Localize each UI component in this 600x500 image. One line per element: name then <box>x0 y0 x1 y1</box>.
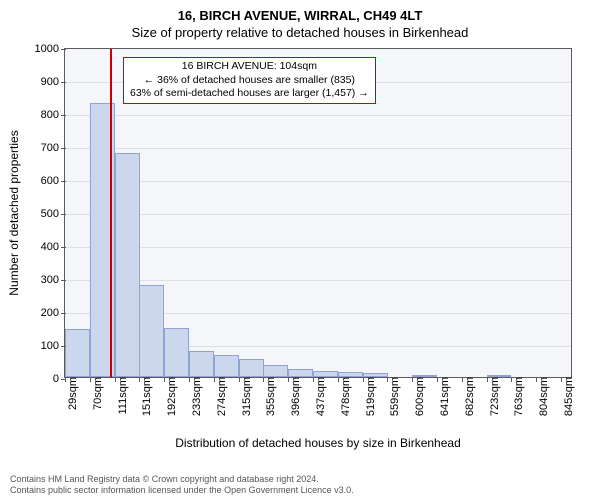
annotation-line-2: ← 36% of detached houses are smaller (83… <box>130 74 369 88</box>
gridline <box>65 181 571 182</box>
x-tick: 151sqm <box>135 377 153 416</box>
credits-line-1: Contains HM Land Registry data © Crown c… <box>10 474 590 485</box>
annotation-line-3: 63% of semi-detached houses are larger (… <box>130 87 369 101</box>
histogram-bar <box>214 355 239 377</box>
gridline <box>65 214 571 215</box>
x-tick: 763sqm <box>507 377 525 416</box>
y-axis-label: Number of detached properties <box>7 130 21 295</box>
x-tick: 519sqm <box>359 377 377 416</box>
x-tick: 192sqm <box>160 377 178 416</box>
gridline <box>65 280 571 281</box>
x-tick: 723sqm <box>483 377 501 416</box>
y-tick: 600 <box>41 175 65 187</box>
plot-inner: 16 BIRCH AVENUE: 104sqm← 36% of detached… <box>65 49 571 377</box>
y-tick: 1000 <box>35 43 65 55</box>
histogram-bar <box>263 365 288 377</box>
annotation-box: 16 BIRCH AVENUE: 104sqm← 36% of detached… <box>123 57 376 104</box>
x-tick: 396sqm <box>284 377 302 416</box>
histogram-bar <box>139 285 164 377</box>
x-tick: 641sqm <box>433 377 451 416</box>
gridline <box>65 247 571 248</box>
x-axis-label: Distribution of detached houses by size … <box>175 436 461 450</box>
annotation-line-1: 16 BIRCH AVENUE: 104sqm <box>130 60 369 74</box>
chart-container: 16, BIRCH AVENUE, WIRRAL, CH49 4LT Size … <box>0 0 600 500</box>
x-tick: 111sqm <box>111 377 129 415</box>
credits-line-2: Contains public sector information licen… <box>10 485 590 496</box>
y-tick: 500 <box>41 208 65 220</box>
x-tick: 355sqm <box>259 377 277 416</box>
credits: Contains HM Land Registry data © Crown c… <box>10 474 590 497</box>
y-tick: 900 <box>41 76 65 88</box>
histogram-bar <box>288 369 313 377</box>
x-tick: 845sqm <box>557 377 575 416</box>
histogram-bar <box>65 329 90 377</box>
x-tick: 559sqm <box>383 377 401 416</box>
x-tick: 70sqm <box>86 377 104 410</box>
chart-title: Size of property relative to detached ho… <box>0 23 600 40</box>
x-tick: 315sqm <box>235 377 253 416</box>
property-marker-line <box>110 49 112 377</box>
x-tick: 478sqm <box>334 377 352 416</box>
y-tick: 300 <box>41 274 65 286</box>
histogram-bar <box>189 351 214 377</box>
gridline <box>65 148 571 149</box>
x-tick: 437sqm <box>309 377 327 416</box>
histogram-bar <box>239 359 264 377</box>
histogram-bar <box>115 153 140 377</box>
x-tick: 804sqm <box>532 377 550 416</box>
x-tick: 274sqm <box>210 377 228 416</box>
gridline <box>65 115 571 116</box>
x-tick: 600sqm <box>408 377 426 416</box>
x-tick: 682sqm <box>458 377 476 416</box>
plot-area: 16 BIRCH AVENUE: 104sqm← 36% of detached… <box>64 48 572 378</box>
y-tick: 200 <box>41 307 65 319</box>
y-tick: 800 <box>41 109 65 121</box>
y-tick: 700 <box>41 142 65 154</box>
histogram-bar <box>164 328 189 378</box>
y-tick: 400 <box>41 241 65 253</box>
x-tick: 233sqm <box>185 377 203 416</box>
y-tick: 100 <box>41 340 65 352</box>
super-title: 16, BIRCH AVENUE, WIRRAL, CH49 4LT <box>0 0 600 23</box>
x-tick: 29sqm <box>61 377 79 410</box>
